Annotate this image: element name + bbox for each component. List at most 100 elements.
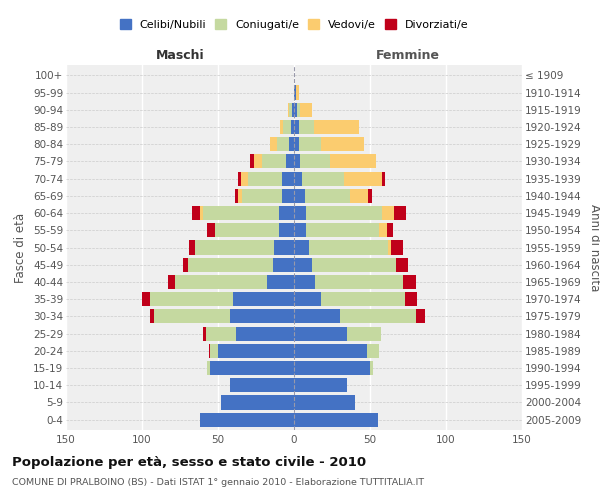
Bar bbox=[294, 206, 306, 220]
Bar bbox=[294, 86, 296, 100]
Bar bbox=[294, 326, 347, 340]
Bar bbox=[367, 344, 379, 358]
Bar bbox=[396, 258, 408, 272]
Text: Popolazione per età, sesso e stato civile - 2010: Popolazione per età, sesso e stato civil… bbox=[12, 456, 366, 469]
Bar bbox=[235, 189, 238, 203]
Bar bbox=[388, 240, 391, 254]
Bar bbox=[294, 137, 299, 152]
Bar bbox=[254, 154, 262, 168]
Y-axis label: Fasce di età: Fasce di età bbox=[14, 212, 28, 282]
Bar bbox=[262, 154, 286, 168]
Bar bbox=[294, 120, 299, 134]
Bar bbox=[294, 172, 302, 185]
Bar bbox=[294, 378, 347, 392]
Bar bbox=[206, 326, 236, 340]
Bar bbox=[279, 223, 294, 238]
Bar bbox=[200, 206, 203, 220]
Bar bbox=[294, 412, 377, 426]
Bar bbox=[309, 240, 388, 254]
Bar bbox=[209, 344, 211, 358]
Bar bbox=[230, 310, 294, 324]
Bar bbox=[294, 258, 312, 272]
Bar bbox=[294, 223, 306, 238]
Bar bbox=[370, 361, 373, 375]
Bar bbox=[289, 137, 294, 152]
Bar bbox=[416, 310, 425, 324]
Bar bbox=[379, 223, 387, 238]
Bar bbox=[211, 361, 294, 375]
Bar bbox=[405, 292, 417, 306]
Bar bbox=[189, 240, 195, 254]
Bar bbox=[382, 206, 394, 220]
Bar bbox=[250, 154, 254, 168]
Bar bbox=[279, 206, 294, 220]
Text: Maschi: Maschi bbox=[155, 48, 205, 62]
Bar bbox=[294, 344, 367, 358]
Bar bbox=[168, 275, 175, 289]
Bar bbox=[266, 275, 294, 289]
Bar bbox=[149, 292, 233, 306]
Bar bbox=[236, 326, 294, 340]
Bar bbox=[221, 396, 294, 409]
Bar bbox=[306, 206, 382, 220]
Bar bbox=[273, 258, 294, 272]
Bar bbox=[230, 378, 294, 392]
Bar bbox=[344, 172, 382, 185]
Bar bbox=[387, 223, 393, 238]
Bar bbox=[175, 275, 266, 289]
Bar bbox=[312, 258, 396, 272]
Bar bbox=[203, 206, 279, 220]
Bar bbox=[306, 223, 379, 238]
Bar bbox=[299, 137, 322, 152]
Bar bbox=[288, 102, 289, 117]
Legend: Celibi/Nubili, Coniugati/e, Vedovi/e, Divorziati/e: Celibi/Nubili, Coniugati/e, Vedovi/e, Di… bbox=[119, 20, 469, 30]
Bar bbox=[274, 240, 294, 254]
Bar bbox=[347, 326, 380, 340]
Bar bbox=[242, 189, 282, 203]
Bar bbox=[391, 240, 403, 254]
Bar bbox=[296, 86, 299, 100]
Bar bbox=[300, 102, 312, 117]
Bar bbox=[208, 223, 215, 238]
Bar bbox=[305, 189, 350, 203]
Bar bbox=[315, 275, 403, 289]
Bar bbox=[340, 310, 416, 324]
Bar bbox=[282, 189, 294, 203]
Bar bbox=[269, 137, 277, 152]
Bar bbox=[215, 223, 279, 238]
Bar bbox=[233, 292, 294, 306]
Bar bbox=[238, 189, 242, 203]
Bar bbox=[300, 154, 331, 168]
Bar bbox=[299, 120, 314, 134]
Bar bbox=[294, 292, 322, 306]
Bar bbox=[286, 154, 294, 168]
Bar bbox=[289, 102, 292, 117]
Bar bbox=[302, 172, 344, 185]
Bar bbox=[183, 258, 188, 272]
Bar bbox=[403, 275, 416, 289]
Bar bbox=[241, 172, 248, 185]
Bar bbox=[218, 344, 294, 358]
Bar bbox=[294, 102, 297, 117]
Bar bbox=[188, 258, 273, 272]
Bar bbox=[294, 310, 340, 324]
Bar bbox=[292, 102, 294, 117]
Bar bbox=[294, 361, 370, 375]
Bar bbox=[200, 412, 294, 426]
Y-axis label: Anni di nascita: Anni di nascita bbox=[589, 204, 600, 291]
Bar bbox=[322, 137, 364, 152]
Bar bbox=[282, 172, 294, 185]
Bar bbox=[203, 326, 206, 340]
Bar bbox=[294, 154, 300, 168]
Bar bbox=[248, 172, 282, 185]
Bar bbox=[208, 361, 211, 375]
Bar bbox=[280, 120, 283, 134]
Bar bbox=[382, 172, 385, 185]
Bar bbox=[211, 344, 218, 358]
Bar bbox=[277, 137, 289, 152]
Bar bbox=[294, 396, 355, 409]
Bar bbox=[238, 172, 241, 185]
Bar bbox=[350, 189, 368, 203]
Bar bbox=[154, 310, 230, 324]
Bar bbox=[294, 240, 309, 254]
